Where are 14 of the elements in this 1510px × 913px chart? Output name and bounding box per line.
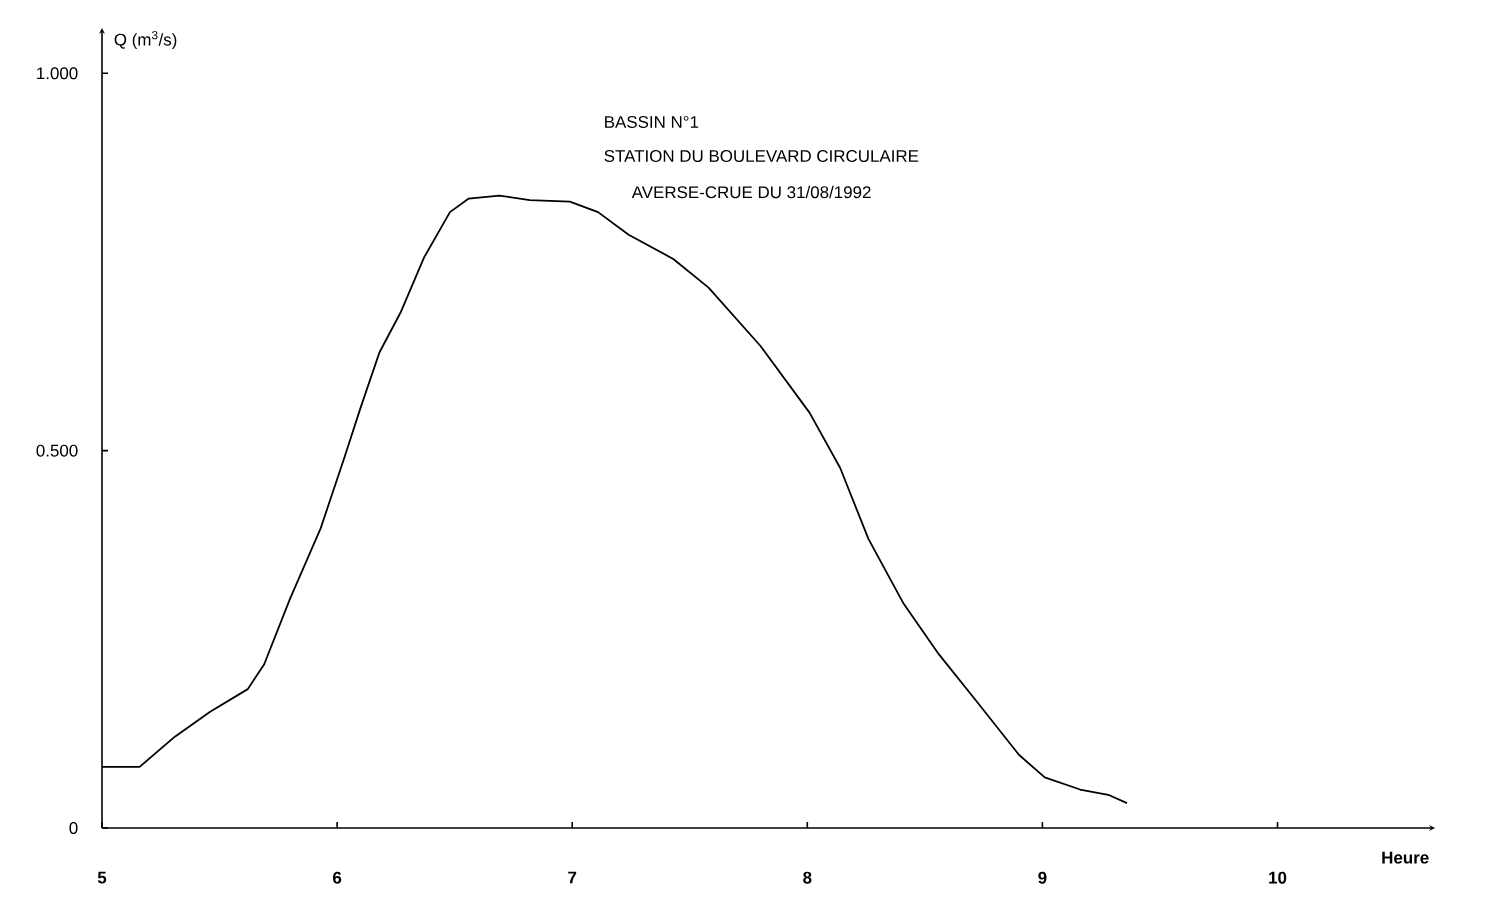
y-tick-label: 1.000 [37,67,78,80]
text: BASSIN N°1 [605,115,699,128]
x-tick-label: 5 [97,871,107,884]
y-tick-label: 0.500 [36,444,78,457]
annotation: AVERSE-CRUE DU 31/08/1992 [631,185,871,199]
x-tick-label: 8 [803,871,812,884]
x-tick-label: 6 [333,871,342,884]
y-tick-label: 0 [69,822,78,834]
x-tick-label: 9 [1038,871,1047,884]
x-tick-label: 10 [1269,871,1287,884]
text: STATION DU BOULEVARD CIRCULAIRE [604,150,919,162]
x-axis-title: Heure [1382,851,1429,864]
x-tick-label: 7 [568,871,577,884]
y-axis-title: Q (m$^{3}$/s) [114,30,177,49]
